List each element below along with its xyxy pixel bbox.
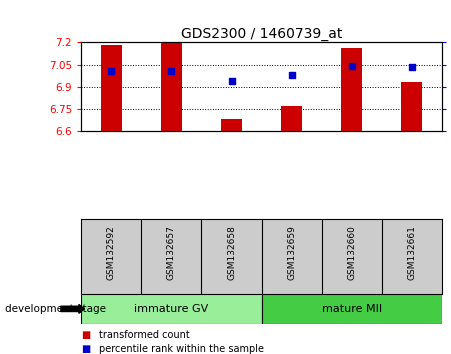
Text: immature GV: immature GV: [134, 304, 208, 314]
Text: mature MII: mature MII: [322, 304, 382, 314]
Text: GSM132658: GSM132658: [227, 225, 236, 280]
Bar: [401, 82, 423, 131]
Point: [108, 68, 115, 74]
Point: [168, 68, 175, 74]
Bar: [262, 294, 442, 324]
Point: [348, 64, 355, 69]
Text: transformed count: transformed count: [99, 330, 190, 339]
Text: ■: ■: [81, 344, 91, 354]
Text: GSM132661: GSM132661: [407, 225, 416, 280]
Point: [288, 73, 295, 78]
Bar: [221, 119, 242, 131]
Text: development stage: development stage: [5, 304, 106, 314]
Point: [408, 64, 415, 70]
Text: GSM132659: GSM132659: [287, 225, 296, 280]
Text: GSM132660: GSM132660: [347, 225, 356, 280]
Bar: [101, 45, 122, 131]
Text: GSM132657: GSM132657: [167, 225, 176, 280]
Bar: [341, 48, 362, 131]
Text: GSM132592: GSM132592: [107, 225, 116, 280]
Text: percentile rank within the sample: percentile rank within the sample: [99, 344, 264, 354]
Point: [228, 78, 235, 84]
Title: GDS2300 / 1460739_at: GDS2300 / 1460739_at: [181, 28, 342, 41]
Text: ■: ■: [81, 330, 91, 339]
Bar: [281, 106, 302, 131]
Bar: [81, 294, 262, 324]
Bar: [161, 43, 182, 131]
